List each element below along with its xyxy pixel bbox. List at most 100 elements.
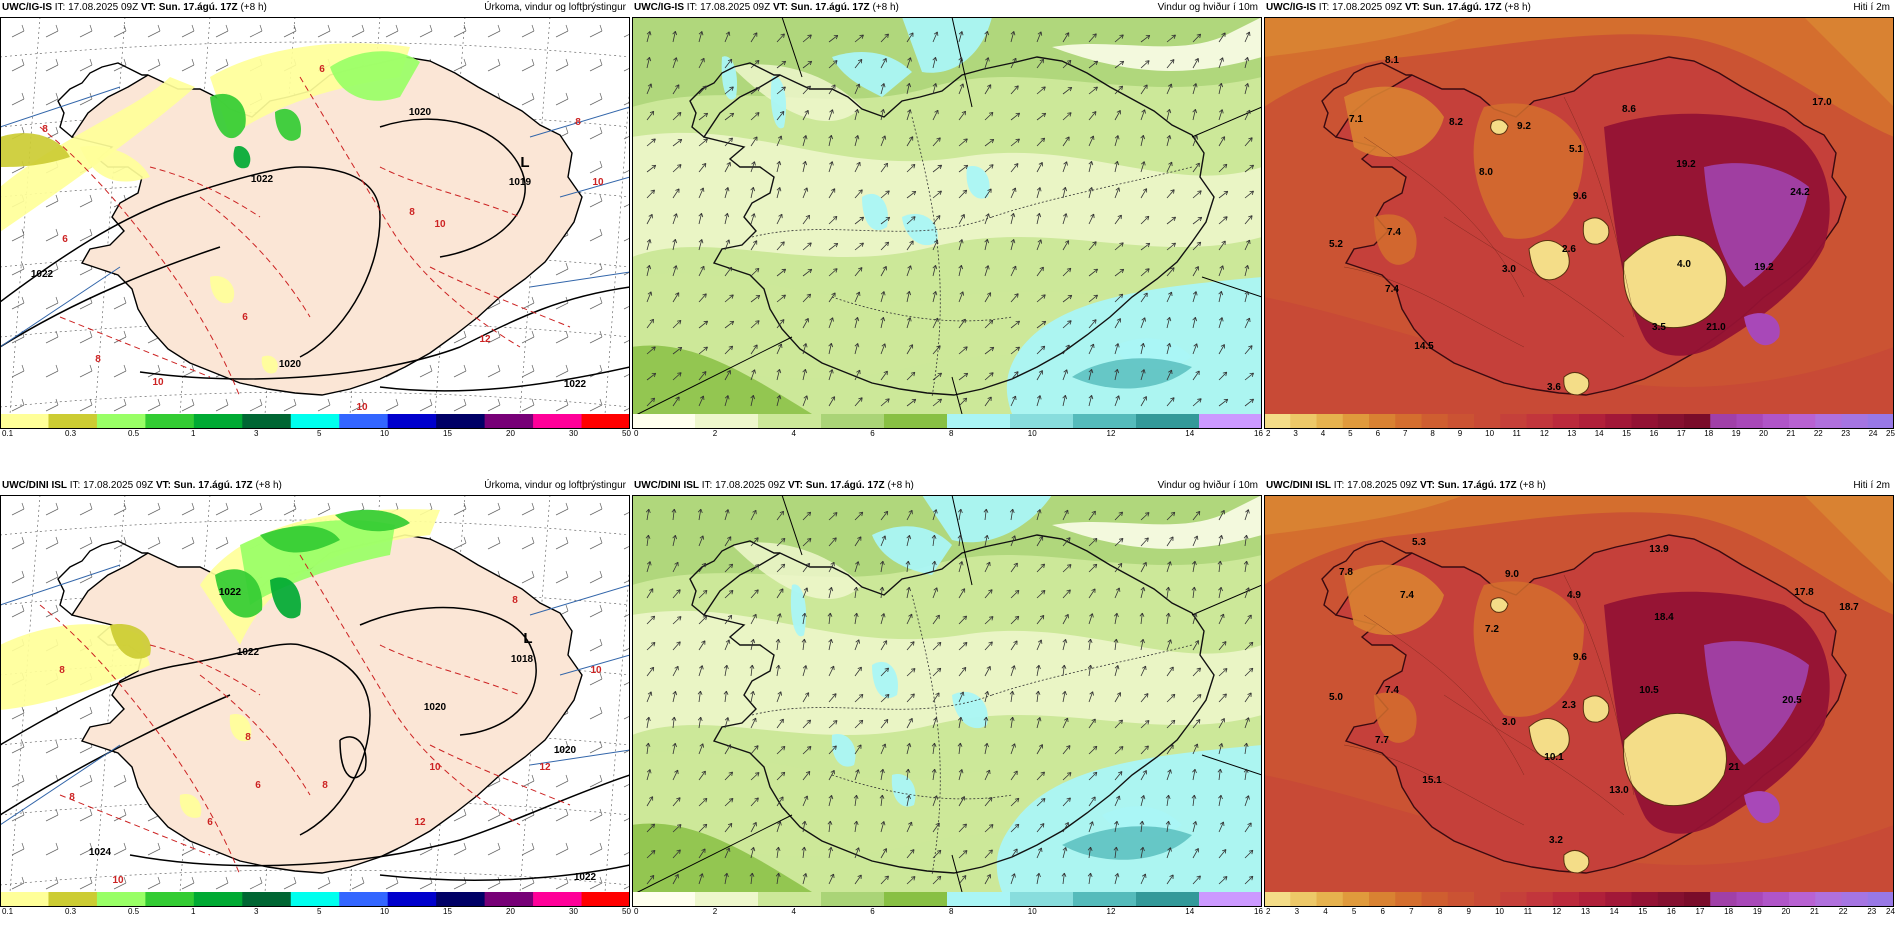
wind-arrow [724, 536, 732, 547]
wind-barb [555, 536, 569, 550]
wind-arrow [1114, 795, 1121, 807]
wind-arrow [958, 291, 965, 303]
wind-arrow [827, 820, 833, 833]
wind-arrow [1192, 370, 1200, 381]
legend-tick-label: 20 [506, 907, 515, 916]
wind-arrow [1010, 31, 1016, 43]
wind-arrow [828, 84, 836, 95]
wind-arrow [984, 346, 995, 355]
wind-arrow [646, 110, 655, 121]
map-label: 3.6 [1547, 382, 1561, 393]
wind-arrow [984, 111, 994, 121]
wind-arrow [1010, 589, 1020, 599]
legend-bar [632, 892, 1262, 906]
wind-arrow [802, 692, 810, 703]
wind-barb [419, 24, 433, 38]
westfjords-coast [57, 62, 148, 138]
wind-barb [623, 681, 630, 686]
legend-tick-label: 14 [1185, 907, 1195, 916]
wind-arrow [854, 59, 863, 69]
wind-arrow [645, 742, 651, 755]
wind-arrow [698, 85, 707, 95]
wind-arrow [1010, 187, 1017, 199]
wind-arrow [1088, 613, 1094, 625]
legend-swatch [1500, 414, 1527, 428]
wind-arrow [1061, 664, 1067, 677]
legend-tick-label: 3 [254, 907, 259, 916]
wind-arrow [1062, 613, 1069, 625]
projection-line [636, 336, 793, 414]
wind-arrow [1140, 846, 1145, 859]
wind-arrow [750, 509, 757, 521]
panel-title: Hiti í 2m [1853, 480, 1890, 491]
wind-arrow [672, 691, 678, 703]
wind-arrow [984, 742, 989, 755]
wind-arrow [1140, 109, 1146, 121]
model-name: UWC/DINI ISL [2, 480, 67, 491]
wind-arrow [750, 267, 760, 277]
wind-arrow [1010, 615, 1020, 625]
wind-arrow [1140, 60, 1150, 69]
wind-barb [589, 262, 603, 276]
wind-arrow [958, 214, 965, 225]
projection-line [529, 271, 630, 288]
wind-barb [487, 502, 501, 516]
valid-label: VT: [140, 2, 156, 13]
wind-arrow [880, 33, 889, 43]
wind-arrow [1192, 266, 1199, 277]
wind-arrow [1218, 109, 1224, 121]
lead-time: (+8 h) [872, 2, 899, 13]
wind-arrow [854, 639, 861, 651]
map-label: 7.4 [1385, 284, 1399, 295]
strong-wind-area [831, 734, 856, 767]
wind-arrow [880, 216, 891, 225]
wind-arrow [984, 292, 992, 303]
wind-arrow [1088, 563, 1098, 573]
wind-arrow [1166, 744, 1174, 755]
map-label: 3.2 [1549, 835, 1563, 846]
wind-arrow [828, 34, 839, 43]
wind-arrow [1166, 109, 1172, 121]
wind-arrow [802, 214, 810, 225]
wind-barb [147, 502, 161, 516]
wind-speed-band [732, 64, 862, 122]
wind-arrow [932, 317, 939, 329]
wind-barb [623, 715, 630, 720]
wind-arrow [1088, 691, 1094, 703]
wind-barb [215, 876, 229, 890]
legend-tick-label: 0.3 [65, 907, 77, 916]
legend-tick-label: 5 [1351, 907, 1357, 916]
wind-arrow [672, 84, 680, 95]
wind-barb [589, 876, 603, 890]
legend-tick-label: 0.3 [65, 429, 77, 438]
wind-arrow [828, 638, 833, 651]
model-name: UWC/DINI ISL [1266, 480, 1331, 491]
map-label: 10 [590, 665, 602, 676]
wind-arrow [1010, 797, 1020, 807]
map-area: 1022 1022 1020 1024 1022 1020 L 1018 8 10 8 6 8 10 12 8… [0, 495, 630, 892]
legend-swatch [1447, 892, 1475, 906]
map-label: 8 [512, 595, 518, 606]
wind-arrow [1218, 317, 1224, 329]
wind-arrow [672, 769, 679, 781]
legend-swatch [533, 892, 583, 906]
wind-arrow [1192, 241, 1202, 251]
panel-header: UWC/IG-IS IT: 17.08.2025 09Z VT: Sun. 17… [632, 0, 1262, 16]
graticule-line [9, 17, 41, 414]
wind-arrow [698, 371, 707, 381]
legend-tick-label: 0.5 [128, 429, 140, 438]
wind-arrow [1036, 112, 1047, 121]
init-label: IT: [1333, 480, 1345, 491]
wind-arrow [1036, 320, 1047, 329]
wind-barb [521, 330, 535, 344]
wind-arrow [724, 320, 735, 329]
wind-arrow [1010, 320, 1020, 329]
wind-arrow [958, 769, 964, 781]
wind-arrow [1036, 162, 1043, 173]
wind-arrow [984, 874, 991, 885]
wind-arrow [1088, 213, 1095, 225]
legend-tick-label: 12 [1539, 429, 1549, 438]
wind-barb [351, 24, 365, 38]
wind-arrow [1218, 821, 1225, 833]
wind-arrow [776, 111, 785, 121]
